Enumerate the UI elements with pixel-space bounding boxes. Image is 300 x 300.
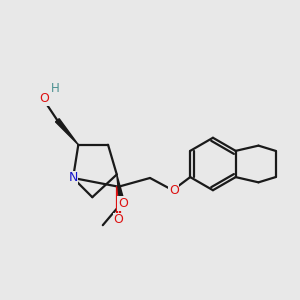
Text: H: H — [51, 82, 60, 95]
Polygon shape — [56, 119, 78, 145]
Text: O: O — [169, 184, 179, 197]
Text: O: O — [118, 197, 128, 210]
Text: O: O — [114, 213, 124, 226]
Text: O: O — [39, 92, 49, 105]
Text: N: N — [68, 172, 78, 184]
Polygon shape — [117, 175, 124, 203]
